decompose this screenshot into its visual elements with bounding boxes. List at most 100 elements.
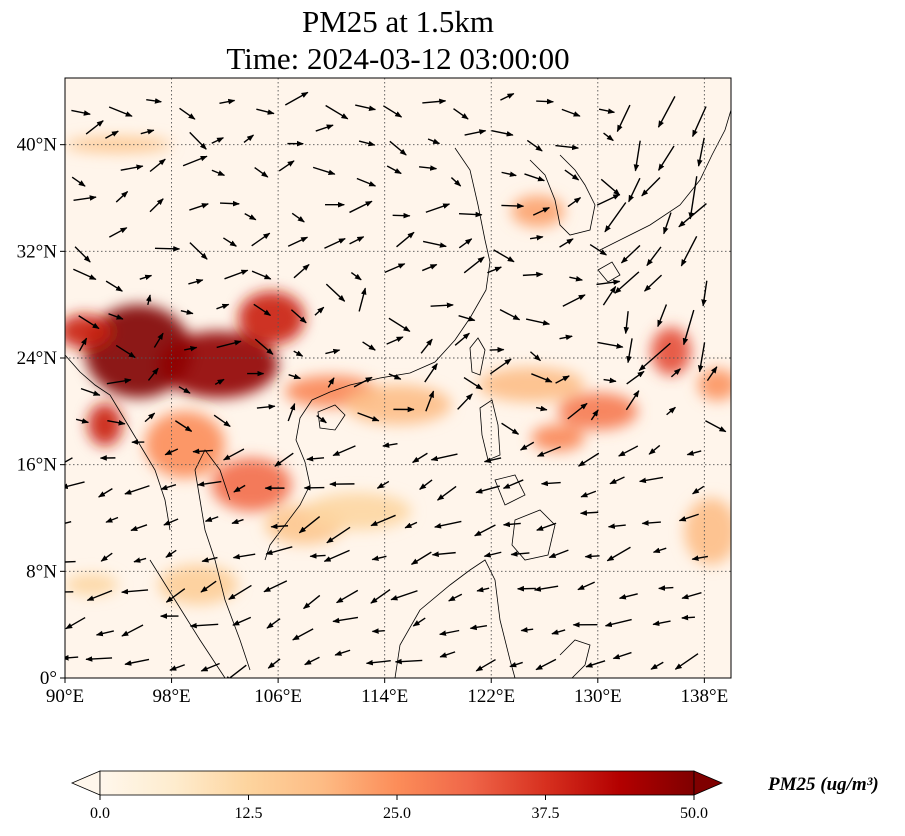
wind-arrow — [314, 306, 325, 316]
pm25-hotspot-20 — [65, 574, 119, 596]
wind-arrow — [419, 479, 433, 490]
wind-arrow — [420, 338, 433, 354]
wind-arrow — [251, 232, 271, 247]
wind-arrow — [65, 560, 76, 563]
wind-arrow — [600, 178, 621, 196]
wind-arrow — [501, 203, 525, 209]
wind-arrow — [153, 332, 164, 348]
wind-arrow — [597, 341, 624, 349]
wind-arrow — [626, 370, 645, 385]
wind-arrow — [211, 137, 224, 144]
wind-arrow — [519, 441, 535, 451]
wind-arrow — [254, 167, 269, 178]
wind-arrow — [548, 549, 569, 559]
wind-arrow — [618, 445, 639, 457]
coastline-hainan — [317, 404, 346, 431]
wind-arrow — [213, 414, 231, 428]
wind-arrow — [74, 246, 91, 263]
wind-arrow — [559, 238, 574, 248]
wind-arrow — [706, 366, 718, 381]
wind-arrow — [670, 368, 681, 378]
wind-arrow — [182, 155, 208, 167]
colorbar-extend-max — [693, 770, 724, 796]
wind-arrow — [189, 131, 207, 150]
lat-tick-label: 24°N — [17, 348, 58, 369]
wind-arrow — [358, 140, 376, 147]
wind-arrow — [384, 263, 406, 273]
wind-arrow — [502, 521, 521, 528]
wind-arrow — [448, 593, 463, 602]
wind-arrow — [425, 390, 435, 412]
wind-arrow — [598, 108, 616, 114]
wind-arrow — [483, 551, 502, 558]
wind-arrow — [638, 476, 664, 484]
wind-arrow — [620, 244, 641, 264]
wind-arrow — [265, 546, 293, 556]
colorbar-bar — [99, 770, 695, 796]
wind-arrow — [577, 581, 595, 591]
wind-arrow — [192, 448, 213, 455]
wind-arrow — [306, 455, 325, 462]
wind-arrow — [663, 212, 672, 235]
wind-arrow — [510, 551, 530, 557]
wind-arrow — [590, 409, 599, 421]
wind-arrow — [463, 376, 483, 390]
wind-arrow — [216, 340, 242, 349]
wind-arrow — [540, 480, 561, 487]
coastline-sumatra — [149, 559, 226, 678]
wind-arrow — [232, 553, 256, 560]
wind-arrow — [223, 448, 245, 461]
pm25-hotspot-19 — [158, 564, 239, 605]
wind-arrow — [674, 653, 699, 670]
wind-arrow — [692, 485, 705, 495]
wind-arrow — [121, 588, 149, 595]
wind-arrow — [476, 586, 490, 593]
wind-arrow — [197, 480, 222, 487]
wind-arrow — [371, 555, 387, 561]
wind-arrow — [616, 104, 631, 133]
wind-arrow — [165, 549, 177, 558]
wind-arrow — [224, 269, 249, 280]
wind-arrow — [555, 144, 580, 151]
wind-arrow — [189, 242, 208, 260]
wind-arrow — [86, 589, 113, 602]
wind-arrow — [533, 585, 559, 592]
colorbar-tick-label: 0.0 — [90, 805, 110, 822]
wind-arrow — [686, 450, 702, 456]
wind-arrow — [392, 212, 411, 219]
wind-arrow — [350, 272, 362, 281]
wind-arrow — [115, 191, 129, 203]
wind-arrow — [625, 390, 640, 411]
wind-arrow — [71, 176, 86, 187]
wind-arrow — [439, 651, 456, 658]
lat-tick-label: 16°N — [17, 455, 58, 476]
wind-arrow — [458, 211, 483, 218]
wind-arrow — [681, 591, 702, 600]
wind-arrow — [421, 263, 438, 272]
coastline-korea — [529, 154, 596, 236]
wind-arrow — [100, 552, 113, 562]
wind-arrow — [120, 164, 144, 171]
map-frame — [64, 77, 732, 679]
wind-arrow — [85, 656, 113, 662]
wind-arrow — [108, 313, 124, 320]
map-subtitle-time: Time: 2024-03-12 03:00:00 — [226, 41, 570, 76]
wind-arrow — [427, 138, 441, 145]
wind-arrow — [525, 318, 551, 326]
wind-arrow — [388, 373, 402, 380]
wind-arrow — [284, 91, 309, 106]
coastline-malay-peninsula — [194, 449, 251, 671]
wind-arrow — [78, 337, 88, 352]
wind-arrow — [201, 556, 218, 563]
wind-arrow — [394, 658, 423, 665]
wind-arrow — [130, 524, 148, 532]
wind-arrow — [567, 197, 582, 208]
wind-arrow — [607, 523, 626, 529]
wind-arrow — [251, 270, 272, 280]
wind-arrow — [105, 280, 123, 292]
wind-arrow — [231, 518, 244, 525]
wind-arrow — [309, 553, 326, 559]
wind-arrow — [691, 106, 707, 138]
wind-arrow — [454, 332, 470, 346]
